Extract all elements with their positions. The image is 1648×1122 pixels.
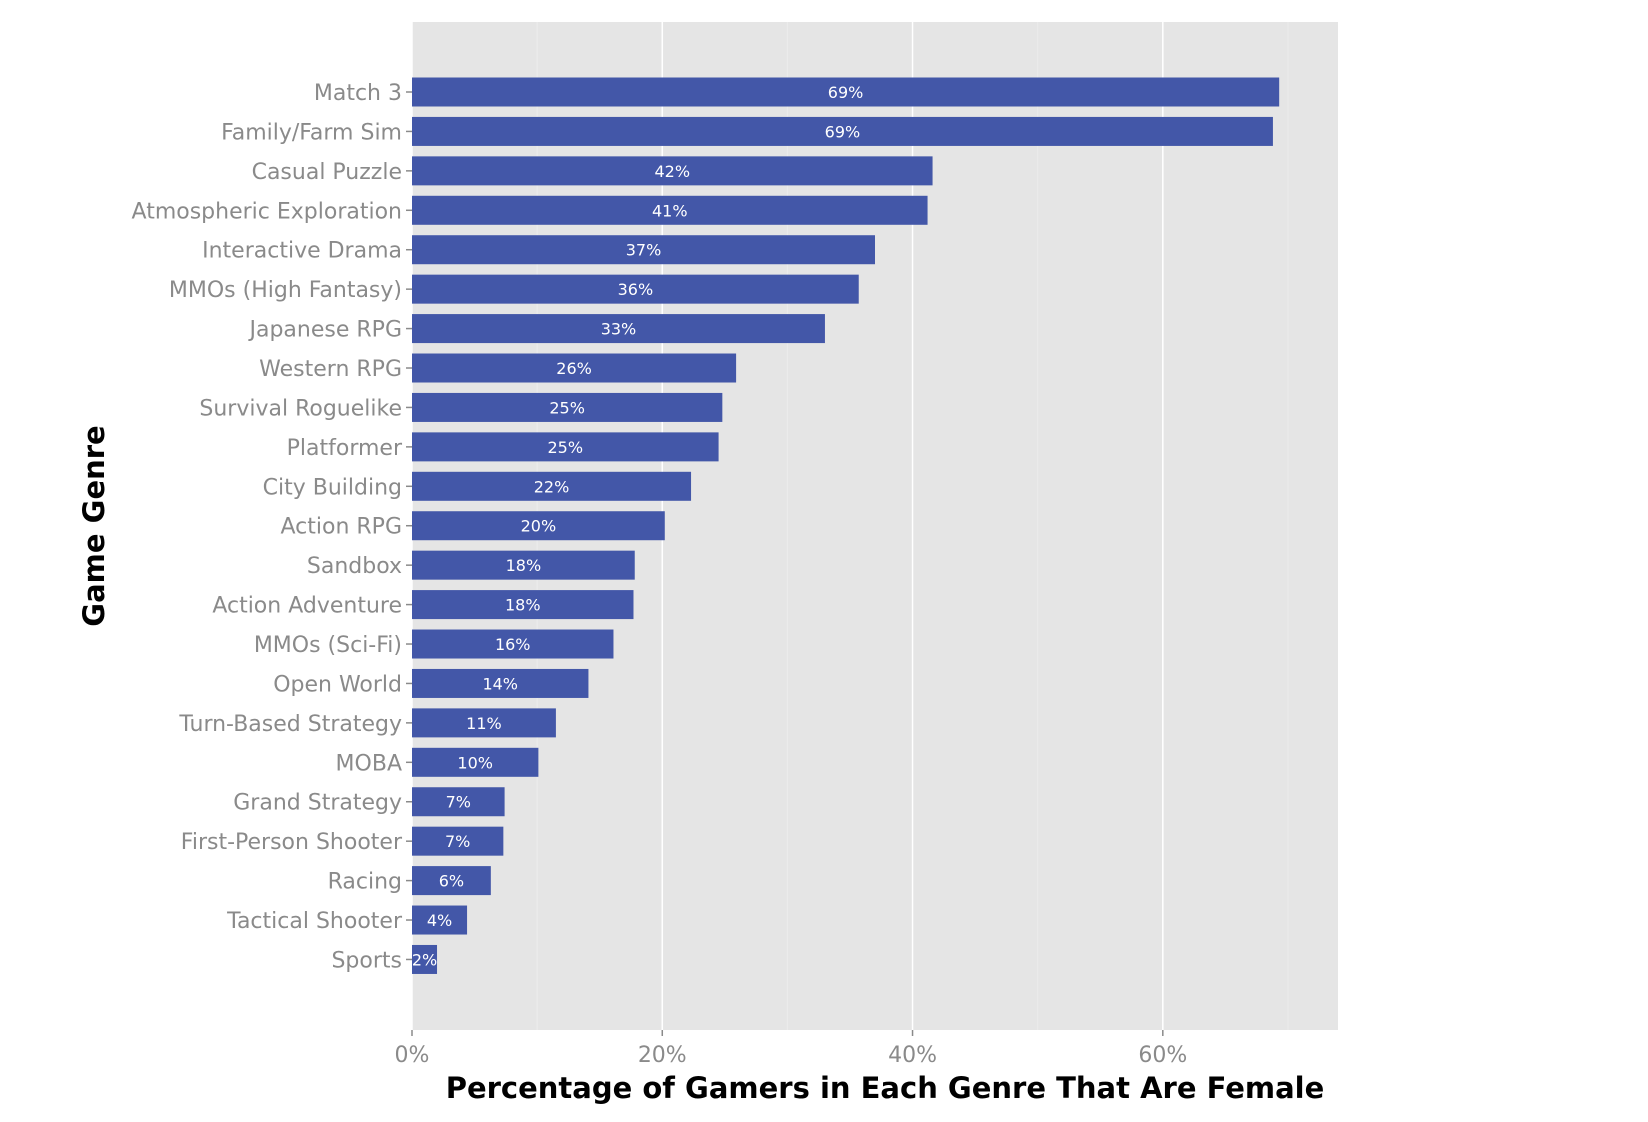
- y-tick-label: City Building: [263, 475, 402, 500]
- x-tick-label: 60%: [1138, 1043, 1187, 1068]
- bar-data-label: 6%: [439, 872, 464, 891]
- bar: [412, 866, 491, 896]
- y-tick-label: Family/Farm Sim: [221, 120, 402, 145]
- y-tick-label: Action RPG: [281, 515, 403, 540]
- bar: [412, 314, 825, 344]
- y-tick-label: Interactive Drama: [202, 239, 402, 264]
- x-tick-label: 20%: [638, 1043, 687, 1068]
- y-tick-label: Survival Roguelike: [199, 396, 402, 421]
- bar: [412, 156, 933, 186]
- y-tick-label: Grand Strategy: [233, 791, 402, 816]
- y-tick-label: MMOs (High Fantasy): [169, 278, 402, 303]
- bar-data-label: 25%: [548, 438, 584, 457]
- y-tick-label: Turn-Based Strategy: [178, 712, 402, 737]
- y-tick-label: Action Adventure: [212, 594, 402, 619]
- bar: [412, 195, 928, 225]
- bar-data-label: 2%: [412, 950, 437, 969]
- bar-data-label: 69%: [825, 122, 861, 141]
- bar: [412, 77, 1280, 107]
- bar: [412, 511, 665, 541]
- y-tick-label: Match 3: [314, 81, 402, 106]
- y-tick-label: Racing: [328, 870, 402, 895]
- bar: [412, 747, 539, 777]
- bar: [412, 905, 468, 935]
- y-tick-label: Tactical Shooter: [226, 909, 403, 934]
- x-tick-label: 40%: [888, 1043, 937, 1068]
- bar: [412, 116, 1273, 146]
- bar-data-label: 18%: [505, 596, 541, 615]
- bar-data-label: 69%: [828, 83, 864, 102]
- bar-data-label: 7%: [445, 832, 470, 851]
- bar-data-label: 20%: [521, 517, 557, 536]
- y-tick-label: Atmospheric Exploration: [132, 199, 402, 224]
- bar-data-label: 42%: [654, 162, 690, 181]
- x-tick-labels: 0% 20% 40% 60%: [395, 1030, 1187, 1068]
- bar: [412, 550, 635, 580]
- x-tick-label: 0%: [395, 1043, 430, 1068]
- y-tick-labels: Match 3 Family/Farm Sim Casual Puzzle Atmos…: [132, 81, 412, 973]
- x-axis-title: Percentage of Gamers in Each Genre That …: [446, 1071, 1325, 1105]
- y-tick-label: MOBA: [336, 751, 402, 776]
- bar: [412, 235, 875, 265]
- y-tick-label: Western RPG: [259, 357, 402, 382]
- bar: [412, 590, 634, 620]
- bar-data-label: 22%: [534, 477, 570, 496]
- bar-data-label: 25%: [549, 398, 585, 417]
- y-tick-label: MMOs (Sci-Fi): [254, 633, 402, 658]
- y-tick-label: Sports: [331, 948, 402, 973]
- y-axis-title: Game Genre: [77, 425, 111, 626]
- bar-data-label: 37%: [626, 241, 662, 260]
- y-tick-label: Open World: [273, 672, 402, 697]
- bar-data-label: 26%: [556, 359, 592, 378]
- bar-data-label: 11%: [466, 714, 502, 733]
- bar: [412, 274, 859, 304]
- bar-data-label: 36%: [618, 280, 654, 299]
- y-tick-label: Japanese RPG: [248, 318, 403, 343]
- bar: [412, 787, 505, 817]
- bar: [412, 629, 614, 659]
- bar-data-label: 7%: [446, 793, 471, 812]
- y-tick-label: First-Person Shooter: [181, 830, 403, 855]
- bar-data-label: 10%: [457, 753, 493, 772]
- bar: [412, 708, 556, 738]
- bar: [412, 668, 589, 698]
- bar: [412, 432, 719, 462]
- bars: 69% 69% 42% 41% 37% 36% 33% 26% 25% 25% 22% 20% 18% 1…: [412, 77, 1280, 974]
- bar-data-label: 18%: [506, 556, 542, 575]
- bar: [412, 353, 737, 383]
- y-tick-label: Casual Puzzle: [252, 160, 402, 185]
- bar-data-label: 14%: [482, 674, 518, 693]
- bar: [412, 944, 438, 974]
- bar-data-label: 4%: [427, 911, 452, 930]
- y-tick-label: Sandbox: [307, 554, 402, 579]
- bar: [412, 826, 504, 856]
- bar-data-label: 41%: [652, 201, 688, 220]
- bar-data-label: 33%: [601, 320, 637, 339]
- bar: [412, 392, 723, 422]
- bar: [412, 471, 692, 501]
- y-tick-label: Platformer: [287, 436, 403, 461]
- bar-data-label: 16%: [495, 635, 531, 654]
